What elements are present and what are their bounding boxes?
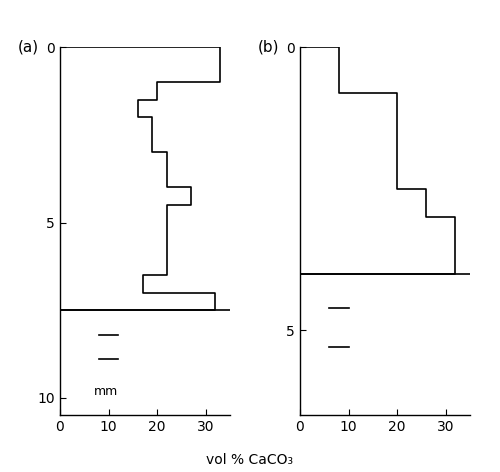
- Text: vol % CaCO₃: vol % CaCO₃: [206, 453, 294, 467]
- Text: (a): (a): [18, 40, 38, 55]
- Text: mm: mm: [94, 385, 118, 398]
- Text: (b): (b): [258, 40, 279, 55]
